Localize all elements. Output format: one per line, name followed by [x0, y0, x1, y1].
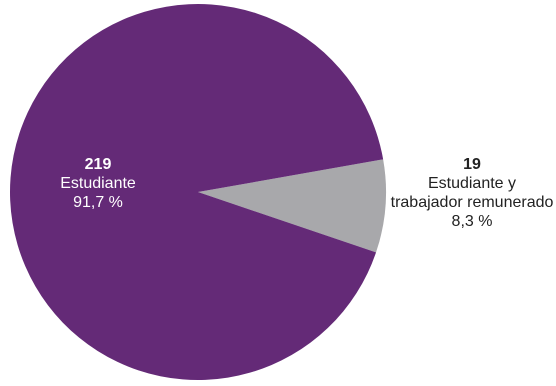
slice-estudiante: [9, 3, 384, 380]
slice-name-line-1: Estudiante y: [427, 175, 517, 192]
slice-percent-estudiante: 91,7 %: [73, 194, 123, 211]
slice-label-estudiante-trabajador: 19 Estudiante y trabajador remunerado 8,…: [391, 155, 554, 231]
slice-count-estudiante-trabajador: 19: [463, 156, 481, 173]
slice-percent-estudiante-trabajador: 8,3 %: [451, 213, 493, 230]
slice-name-estudiante: Estudiante: [60, 175, 136, 192]
slice-estudiante-trabajador: [198, 159, 386, 253]
slice-name-line-2: trabajador remunerado: [390, 194, 554, 211]
slice-label-estudiante: 219 Estudiante 91,7 %: [60, 155, 136, 212]
slice-count-estudiante: 219: [84, 156, 112, 173]
